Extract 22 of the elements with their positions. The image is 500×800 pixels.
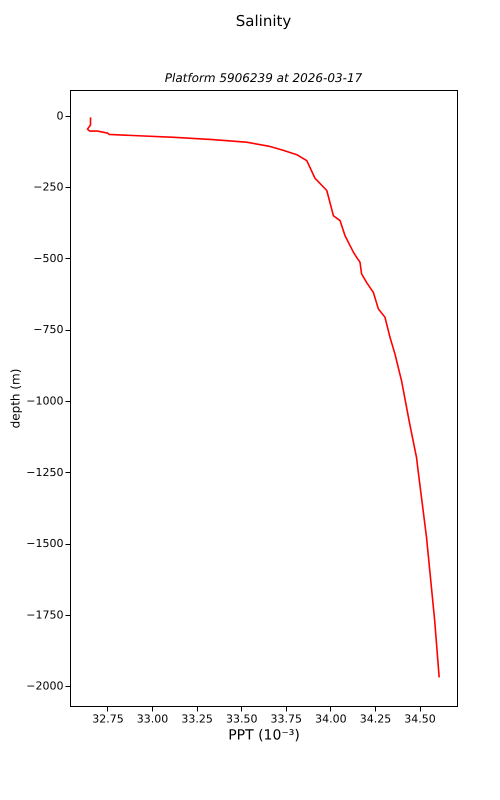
y-tick-label: −1000 <box>26 394 64 408</box>
x-tick-label: 33.75 <box>270 712 302 726</box>
x-axis-title: PPT (10⁻³) <box>228 728 300 744</box>
x-tick-label: 33.25 <box>181 712 213 726</box>
y-tick-label: −1750 <box>26 608 64 622</box>
y-tick-label: 0 <box>56 109 64 122</box>
x-tick-label: 33.00 <box>136 712 168 726</box>
y-tick-label: −1500 <box>26 537 64 550</box>
y-tick-label: −250 <box>33 180 64 194</box>
x-tick-label: 33.50 <box>226 712 258 726</box>
y-axis-title: depth (m) <box>8 368 22 428</box>
y-tick-label: −750 <box>33 323 64 336</box>
y-tick-label: −2000 <box>26 680 64 693</box>
x-tick-label: 34.25 <box>360 712 392 726</box>
chart-title: Salinity <box>236 12 292 30</box>
x-tick-label: 34.50 <box>404 712 436 726</box>
x-tick-label: 32.75 <box>92 712 124 726</box>
y-tick-label: −1250 <box>26 466 64 479</box>
y-tick-label: −500 <box>33 252 64 265</box>
chart-subtitle: Platform 5906239 at 2026-03-17 <box>164 71 363 85</box>
line-series <box>86 116 440 678</box>
x-tick-label: 34.00 <box>315 712 347 726</box>
